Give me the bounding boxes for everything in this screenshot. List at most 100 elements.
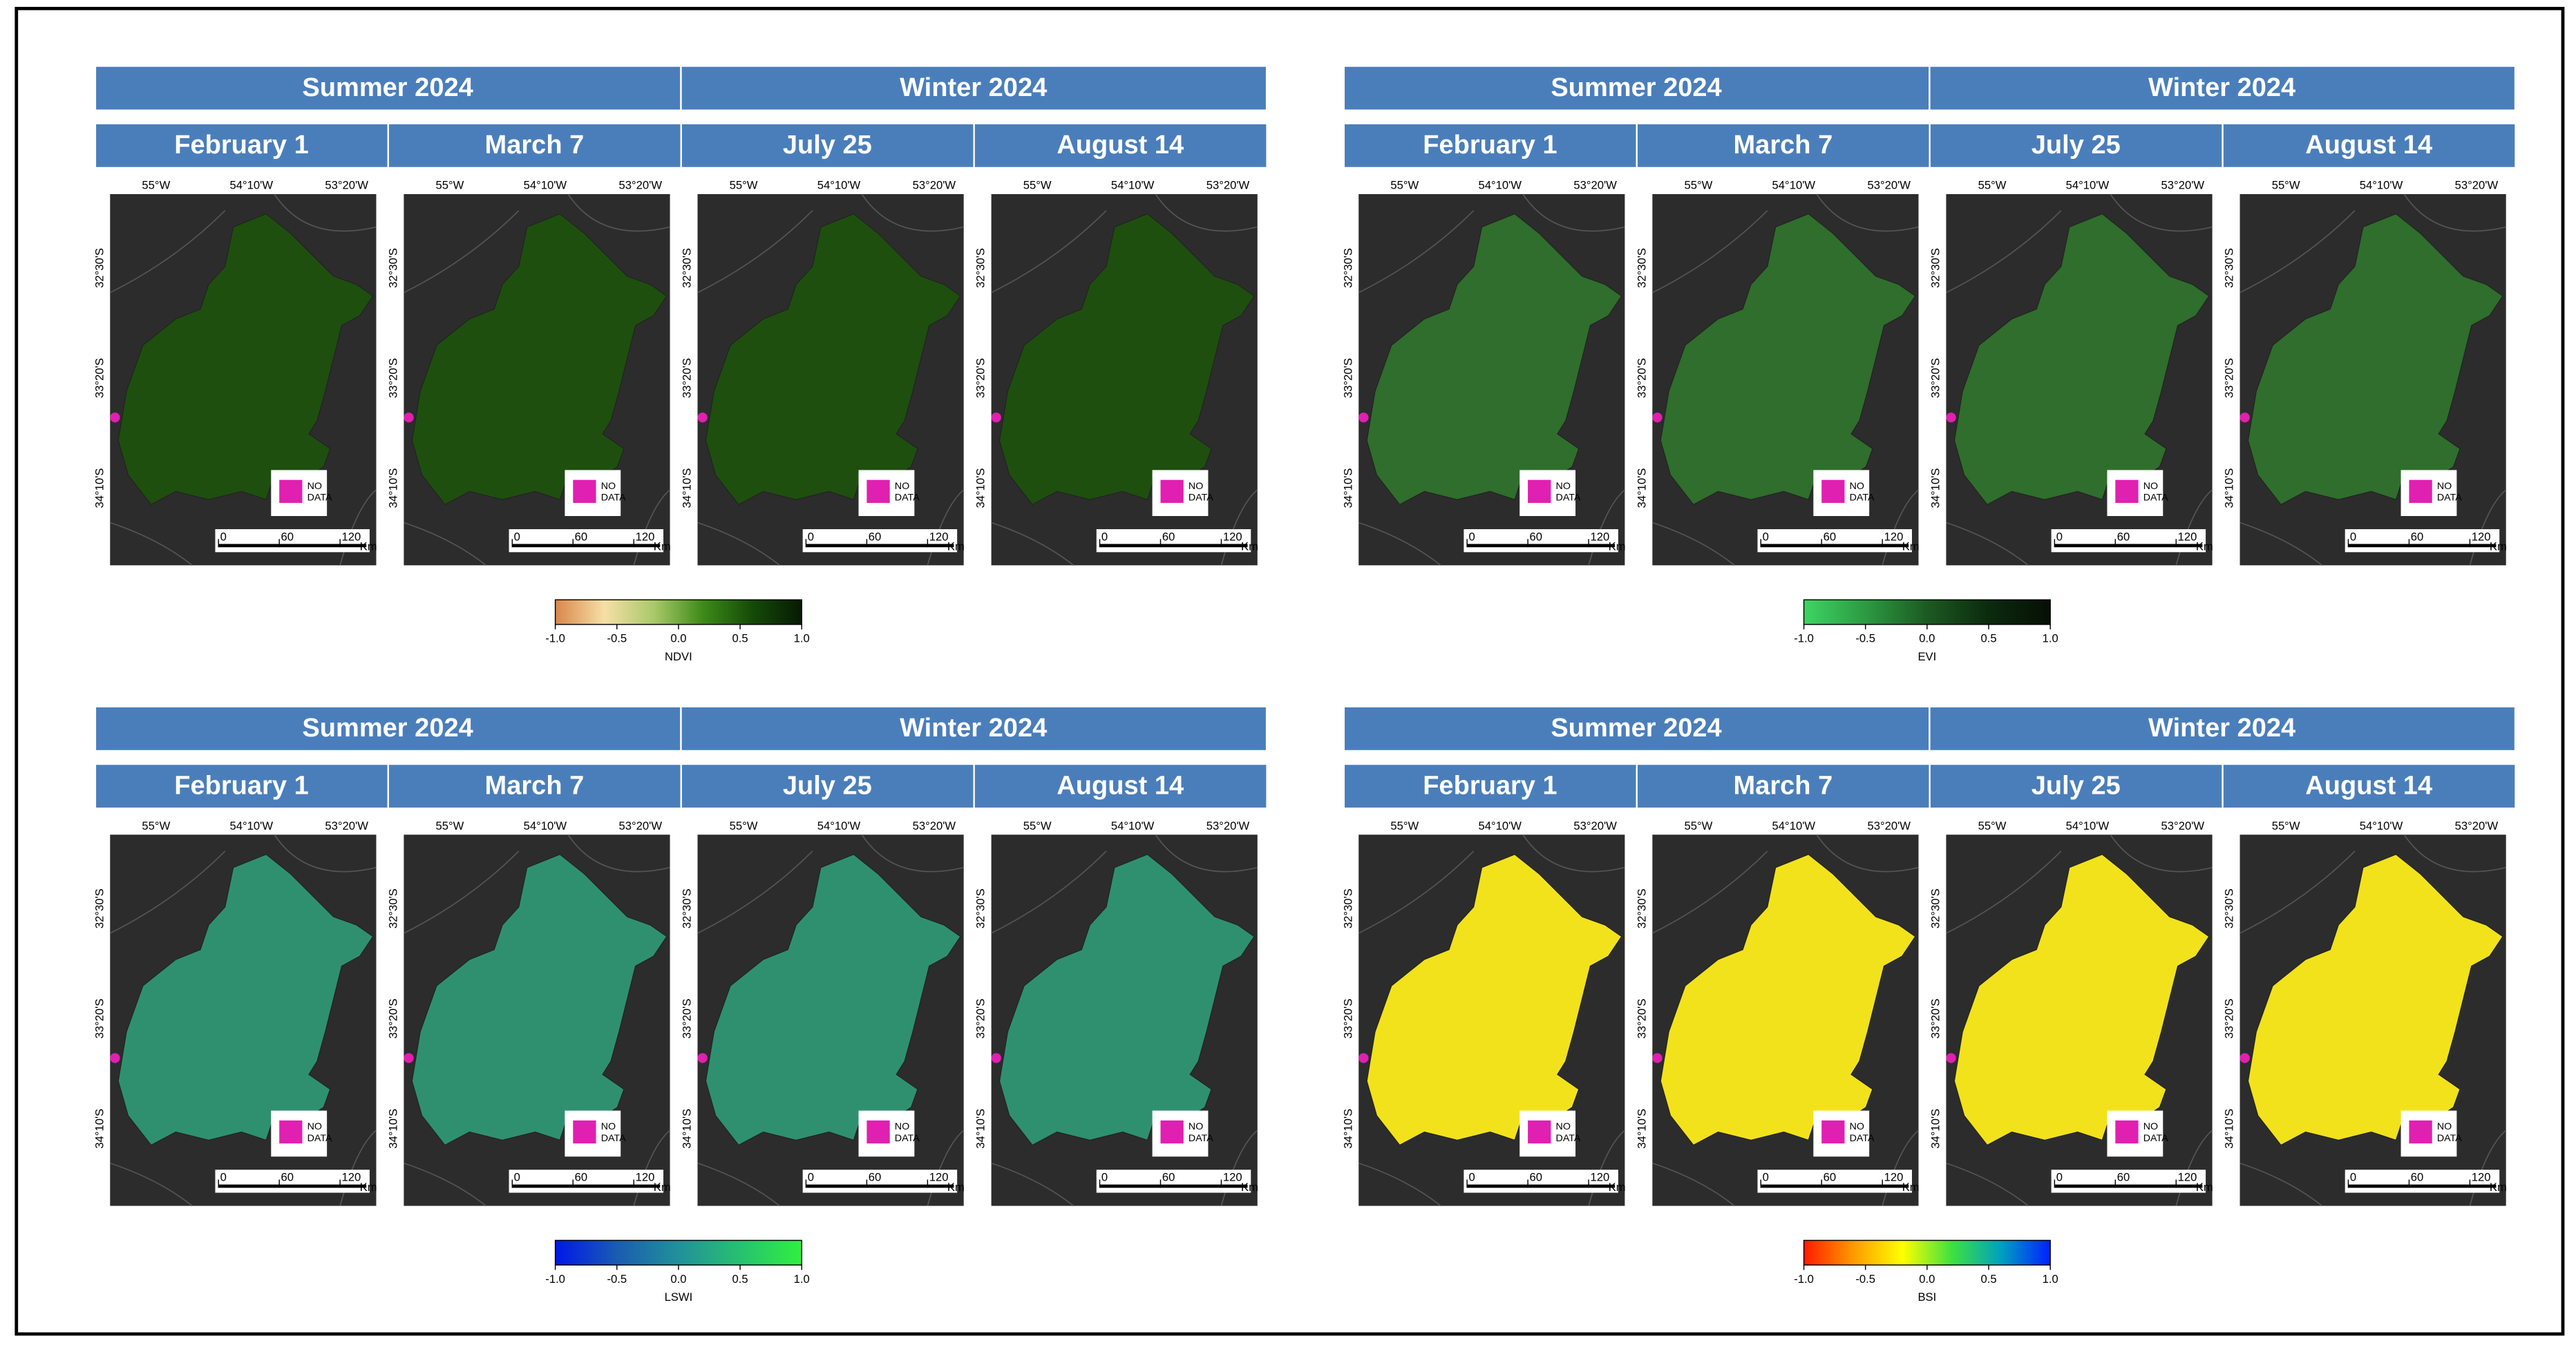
no-data-label: DATA [2143, 493, 2168, 504]
latitude-label: 33°20'S [681, 999, 694, 1039]
longitude-label: 54°10'W [2066, 819, 2110, 832]
scale-unit: Km [1902, 1181, 1920, 1194]
colorbar-tick-label: 1.0 [2043, 632, 2058, 645]
no-data-swatch [866, 1120, 890, 1144]
longitude-label: 55°W [2272, 819, 2300, 832]
date-label: July 25 [2032, 131, 2121, 160]
colorbar-tick-label: -1.0 [545, 632, 565, 645]
latitude-label: 33°20'S [681, 358, 694, 398]
colorbar-tick-label: -1.0 [1794, 1272, 1814, 1286]
scale-bar [512, 544, 661, 548]
no-data-label: DATA [1556, 1133, 1581, 1144]
season-label: Summer 2024 [302, 714, 473, 743]
date-header [680, 763, 975, 810]
longitude-label: 55°W [1390, 819, 1419, 832]
longitude-label: 53°20'W [2455, 819, 2499, 832]
scale-unit: Km [654, 540, 671, 553]
scale-label: 0 [2350, 1171, 2356, 1184]
no-data-spot [697, 1053, 708, 1063]
scale-unit: Km [2196, 1181, 2213, 1194]
no-data-label: NO [1188, 1121, 1203, 1132]
longitude-label: 54°10'W [1478, 819, 1522, 832]
season-label: Winter 2024 [2148, 73, 2295, 102]
longitude-label: 55°W [1023, 179, 1052, 192]
date-header [2222, 763, 2517, 810]
boundary-lines [404, 834, 671, 1207]
latitude-label: 34°10'S [387, 1109, 400, 1149]
no-data-swatch [1528, 479, 1551, 503]
scale-bar [218, 1184, 367, 1188]
scale-unit: Km [1609, 1181, 1626, 1194]
no-data-swatch [2115, 479, 2139, 503]
boundary-lines [697, 193, 965, 566]
scale-panel [1464, 1170, 1618, 1193]
boundary-lines [109, 834, 377, 1207]
scale-bar [1761, 544, 1909, 548]
latitude-label: 32°30'S [93, 888, 106, 928]
colorbar-tick-label: 0.5 [1980, 632, 1996, 645]
colorbar-title: EVI [1917, 650, 1936, 663]
no-data-label: DATA [307, 1133, 332, 1144]
scale-label: 0 [1469, 530, 1475, 543]
date-header [973, 763, 1268, 810]
latitude-label: 33°20'S [1929, 358, 1942, 398]
scale-bar [2348, 1184, 2497, 1188]
date-header [387, 763, 682, 810]
colorbar-tick-label: 0.0 [1919, 1272, 1935, 1286]
scale-label: 60 [575, 530, 587, 543]
season-header [1343, 705, 1931, 752]
scale-label: 60 [1824, 1171, 1836, 1184]
date-label: February 1 [174, 771, 308, 800]
season-label: Winter 2024 [2148, 714, 2295, 743]
season-label: Summer 2024 [1551, 714, 1721, 743]
scale-label: 120 [1590, 1171, 1609, 1184]
latitude-label: 32°30'S [387, 248, 400, 288]
season-header [1929, 705, 2517, 752]
no-data-label: DATA [1850, 1133, 1875, 1144]
longitude-label: 53°20'W [913, 179, 956, 192]
scale-label: 60 [2117, 1171, 2130, 1184]
no-data-label: NO [2143, 1121, 2158, 1132]
scale-panel [509, 529, 664, 553]
longitude-label: 53°20'W [619, 179, 663, 192]
colorbar-tick-label: 0.5 [1980, 1272, 1996, 1286]
scale-unit: Km [2490, 540, 2507, 553]
longitude-label: 54°10'W [230, 179, 274, 192]
no-data-spot [1358, 1053, 1369, 1063]
longitude-label: 54°10'W [1772, 179, 1816, 192]
boundary-lines [404, 193, 671, 566]
latitude-label: 32°30'S [1341, 248, 1354, 288]
season-header [1929, 65, 2517, 111]
latitude-label: 34°10'S [2223, 1109, 2236, 1149]
date-label: August 14 [1057, 131, 1184, 160]
no-data-spot [991, 412, 1001, 423]
latitude-label: 32°30'S [1341, 888, 1354, 928]
colorbar-tick-label: 0.5 [732, 1272, 748, 1286]
date-label: July 25 [2032, 771, 2121, 800]
date-label: February 1 [1423, 131, 1557, 160]
scale-label: 60 [2411, 1171, 2424, 1184]
scale-label: 0 [1763, 530, 1769, 543]
latitude-label: 34°10'S [1635, 468, 1648, 508]
no-data-spot [110, 412, 120, 423]
latitude-label: 32°30'S [974, 248, 987, 288]
scale-label: 120 [1590, 530, 1609, 543]
scale-label: 60 [2411, 530, 2424, 543]
boundary-lines [109, 193, 377, 566]
latitude-label: 32°30'S [1929, 248, 1942, 288]
scale-bar [806, 1184, 954, 1188]
no-data-label: NO [895, 481, 909, 492]
latitude-label: 33°20'S [1635, 999, 1648, 1039]
latitude-label: 32°30'S [974, 888, 987, 928]
no-data-label: DATA [895, 493, 920, 504]
latitude-label: 33°20'S [1341, 999, 1354, 1039]
scale-bar [1467, 1184, 1616, 1188]
season-label: Winter 2024 [900, 714, 1047, 743]
scale-bar [218, 544, 367, 548]
season-header [94, 705, 682, 752]
scale-label: 120 [1884, 530, 1904, 543]
no-data-swatch [1160, 1120, 1184, 1144]
latitude-label: 32°30'S [2223, 888, 2236, 928]
no-data-swatch [1821, 1120, 1845, 1144]
